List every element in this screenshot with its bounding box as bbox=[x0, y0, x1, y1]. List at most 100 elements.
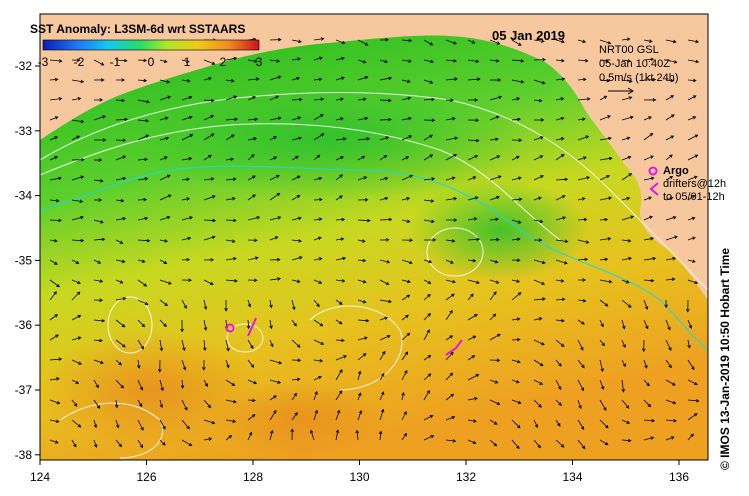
current-arrow bbox=[180, 379, 185, 389]
current-arrow bbox=[621, 299, 632, 308]
current-arrow bbox=[269, 236, 279, 241]
current-arrow bbox=[687, 39, 700, 44]
current-arrow bbox=[357, 155, 366, 161]
current-arrow bbox=[203, 235, 216, 241]
current-arrow bbox=[533, 297, 546, 301]
current-arrow bbox=[225, 218, 237, 223]
current-arrow bbox=[115, 279, 124, 284]
x-tick-label: 136 bbox=[669, 470, 689, 484]
current-arrow bbox=[445, 176, 456, 181]
current-arrow bbox=[357, 116, 369, 121]
current-arrow bbox=[511, 97, 521, 101]
current-arrow bbox=[489, 95, 503, 101]
x-tick-label: 134 bbox=[562, 470, 582, 484]
current-arrow bbox=[291, 97, 303, 102]
current-arrow bbox=[467, 314, 478, 321]
current-arrow bbox=[115, 419, 120, 429]
current-arrow bbox=[555, 77, 566, 81]
current-arrow bbox=[445, 77, 458, 81]
current-arrow bbox=[291, 216, 302, 221]
current-arrow bbox=[269, 95, 280, 101]
current-arrow bbox=[71, 79, 85, 84]
current-arrow bbox=[577, 58, 589, 63]
current-arrow bbox=[49, 136, 59, 141]
current-arrow bbox=[423, 39, 434, 46]
current-arrow bbox=[555, 239, 569, 244]
current-arrow bbox=[577, 359, 585, 369]
current-arrow bbox=[203, 339, 207, 352]
current-arrow bbox=[335, 369, 343, 381]
current-arrow bbox=[643, 278, 655, 283]
current-arrow bbox=[291, 57, 301, 61]
current-arrow bbox=[49, 334, 59, 341]
current-arrow bbox=[379, 391, 385, 401]
current-arrow bbox=[137, 216, 149, 221]
current-arrow bbox=[687, 134, 699, 141]
current-arrow bbox=[159, 79, 171, 84]
current-arrow bbox=[137, 134, 150, 141]
current-arrow bbox=[533, 196, 542, 201]
current-arrow bbox=[511, 279, 521, 283]
colorbar bbox=[42, 39, 260, 51]
current-arrow bbox=[203, 299, 208, 311]
drifter-legend-until: to 05/01-12h bbox=[663, 191, 725, 203]
current-arrow bbox=[93, 439, 98, 448]
y-tick-label: -38 bbox=[15, 448, 33, 462]
current-arrow bbox=[71, 439, 77, 448]
y-axis: -32 -33 -34 -35 -36 -37 -38 bbox=[15, 59, 40, 462]
current-arrow bbox=[489, 59, 500, 63]
current-arrow bbox=[665, 436, 675, 441]
current-arrow bbox=[621, 215, 635, 221]
current-arrow bbox=[621, 319, 626, 330]
current-arrow bbox=[93, 279, 104, 283]
current-arrow bbox=[577, 156, 587, 161]
current-arrow bbox=[93, 399, 101, 409]
current-arrow bbox=[621, 115, 634, 121]
current-arrow bbox=[137, 157, 148, 162]
current-arrow bbox=[577, 217, 588, 222]
current-arrow bbox=[137, 177, 149, 181]
current-arrow bbox=[687, 59, 700, 64]
current-arrow bbox=[533, 439, 541, 449]
current-arrow bbox=[225, 239, 236, 243]
current-arrow bbox=[643, 418, 656, 423]
current-arrow bbox=[203, 154, 212, 161]
current-arrow bbox=[159, 194, 172, 201]
current-arrow bbox=[335, 429, 340, 441]
current-arrow bbox=[291, 392, 297, 401]
current-arrow bbox=[247, 398, 256, 403]
current-arrow bbox=[115, 239, 124, 244]
current-arrow bbox=[291, 239, 302, 243]
current-arrow bbox=[49, 97, 63, 101]
current-arrow bbox=[137, 238, 151, 243]
current-arrow bbox=[203, 98, 215, 103]
current-arrow bbox=[511, 359, 521, 364]
current-arrow bbox=[247, 77, 260, 81]
current-arrow bbox=[665, 78, 675, 83]
current-arrow bbox=[115, 259, 126, 264]
current-arrow bbox=[291, 256, 303, 261]
map-date: 05 Jan 2019 bbox=[492, 28, 565, 43]
current-time: 05-Jan 10:40Z bbox=[599, 58, 670, 70]
current-arrow bbox=[445, 393, 455, 401]
current-arrow bbox=[203, 319, 208, 331]
current-arrow bbox=[577, 97, 591, 101]
current-arrow bbox=[401, 351, 409, 361]
current-arrow bbox=[401, 156, 410, 161]
current-arrow bbox=[423, 390, 430, 401]
current-arrow bbox=[467, 335, 477, 341]
current-arrow bbox=[577, 278, 586, 282]
current-arrow bbox=[511, 337, 521, 342]
current-arrow bbox=[115, 78, 126, 82]
current-arrow bbox=[555, 58, 565, 63]
current-arrow bbox=[555, 399, 562, 406]
current-arrow bbox=[379, 350, 386, 361]
current-arrow bbox=[335, 39, 346, 45]
current-arrow bbox=[467, 258, 477, 263]
current-arrow bbox=[621, 256, 632, 261]
current-arrow bbox=[643, 77, 657, 82]
current-arrow bbox=[511, 258, 521, 263]
current-arrow bbox=[599, 399, 607, 411]
drifter-legend-label: drifters@12h bbox=[663, 178, 726, 190]
current-arrow bbox=[533, 379, 544, 385]
